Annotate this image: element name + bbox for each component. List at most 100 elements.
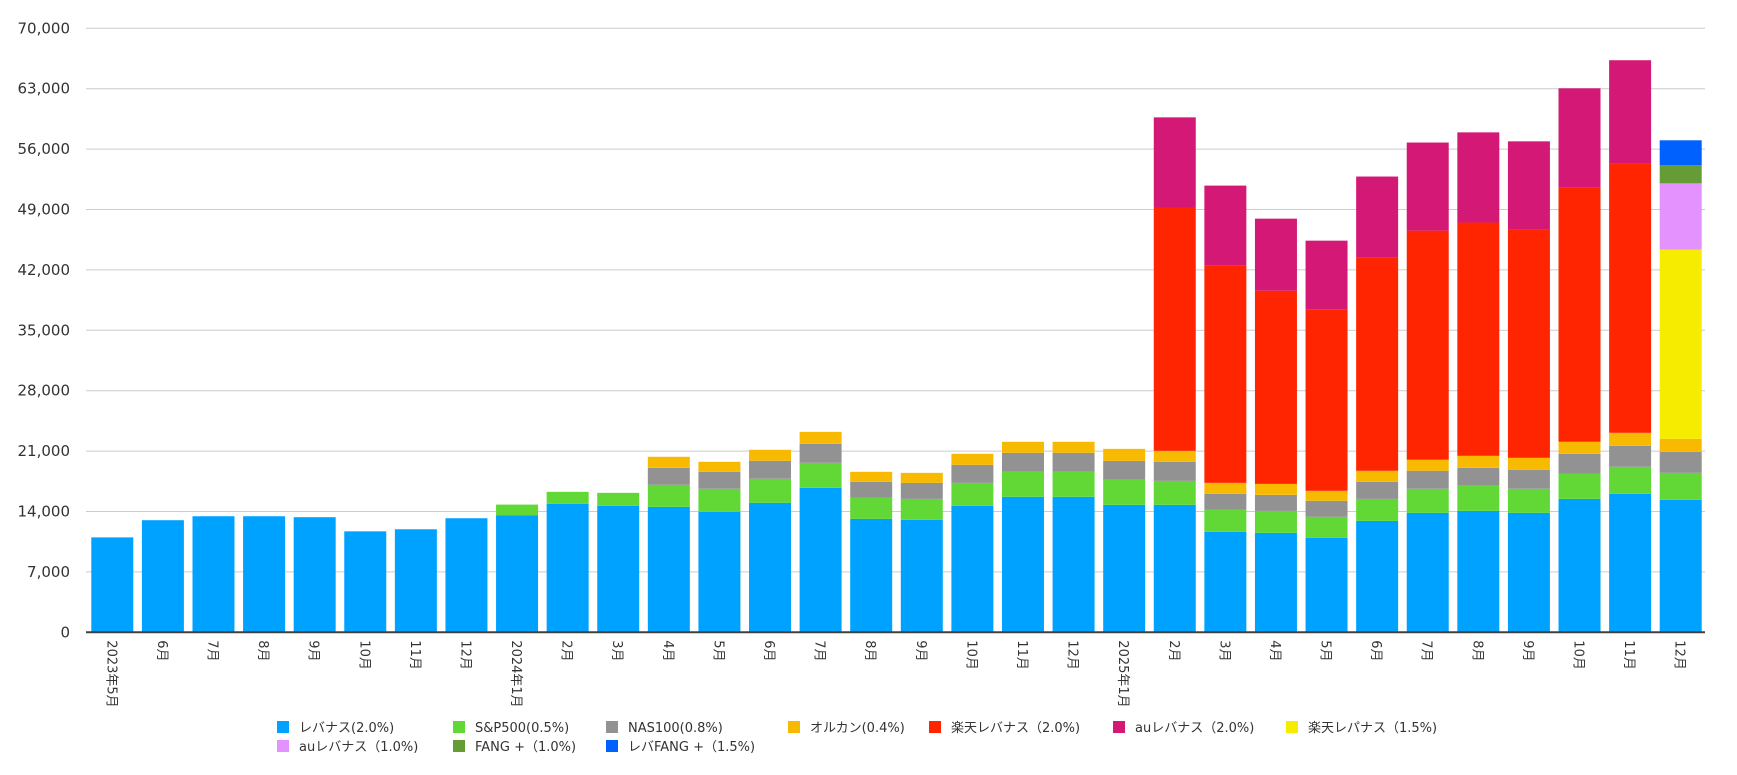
bar-segment (1659, 165, 1702, 184)
bar-segment (1558, 441, 1601, 454)
bar-segment (394, 529, 437, 633)
bar-stack (1001, 441, 1044, 633)
x-tick-label: 5月 (1318, 640, 1333, 661)
bar-segment (597, 492, 640, 506)
bar-segment (597, 505, 640, 633)
bar-segment (1001, 441, 1044, 453)
bar-stack (1558, 88, 1601, 633)
bar-segment (1659, 249, 1702, 439)
x-tick-label: 2月 (559, 640, 574, 661)
bar-segment (496, 504, 539, 516)
bar-segment (1254, 483, 1297, 495)
bar-segment (698, 511, 741, 633)
bar-stack (1305, 240, 1348, 633)
bar-segment (900, 498, 943, 520)
bar-stack (647, 456, 690, 633)
bar-segment (344, 531, 387, 633)
bar-stack (850, 471, 893, 633)
bar-segment (1153, 504, 1196, 633)
bar-segment (546, 491, 589, 504)
legend-item: S&P500(0.5%) (453, 721, 569, 736)
y-tick-label: 49,000 (18, 201, 71, 219)
y-tick-label: 7,000 (27, 563, 70, 581)
x-tick-label: 4月 (1267, 640, 1282, 661)
x-tick-label: 2024年1月 (508, 640, 523, 707)
x-tick-label: 2025年1月 (1115, 640, 1130, 707)
bar-segment (749, 449, 792, 461)
x-tick-label: 12月 (457, 640, 472, 670)
legend-label: 楽天レバナス（2.0%) (951, 720, 1080, 736)
bar-segment (1254, 494, 1297, 511)
bar-segment (445, 518, 488, 633)
bar-segment (1457, 510, 1500, 633)
bar-segment (1457, 467, 1500, 486)
legend-swatch (453, 721, 465, 733)
bars (91, 60, 1702, 633)
y-tick-label: 35,000 (18, 321, 71, 339)
bar-segment (243, 516, 286, 633)
bar-stack (546, 491, 589, 633)
legend-item: 楽天レパナス（1.5%) (1286, 720, 1437, 736)
bar-segment (496, 515, 539, 633)
x-tick-label: 4月 (660, 640, 675, 661)
bar-segment (293, 517, 336, 633)
bar-segment (1507, 457, 1550, 470)
bar-segment (749, 460, 792, 479)
bar-segment (1204, 509, 1247, 532)
bar-segment (749, 478, 792, 503)
bar-segment (1254, 510, 1297, 533)
bar-stack (951, 453, 994, 633)
bar-segment (799, 443, 842, 463)
y-tick-label: 42,000 (18, 261, 71, 279)
legend-swatch (606, 740, 618, 752)
bar-stack (1406, 142, 1449, 633)
bar-segment (1507, 469, 1550, 489)
bar-segment (951, 453, 994, 465)
x-tick-label: 11月 (407, 640, 422, 670)
bar-segment (1356, 481, 1399, 499)
bar-segment (1305, 537, 1348, 633)
bar-segment (647, 506, 690, 633)
y-tick-label: 21,000 (18, 442, 71, 460)
bar-segment (1254, 532, 1297, 633)
bar-segment (900, 482, 943, 499)
bar-segment (1558, 88, 1601, 188)
bar-stack (394, 529, 437, 633)
x-tick-label: 9月 (913, 640, 928, 661)
legend-label: オルカン(0.4%) (810, 721, 905, 736)
legend-swatch (277, 721, 289, 733)
bar-segment (1356, 470, 1399, 482)
bar-stack (91, 537, 134, 633)
legend-swatch (788, 721, 800, 733)
bar-segment (1457, 132, 1500, 223)
legend-swatch (453, 740, 465, 752)
bar-segment (1356, 176, 1399, 258)
bar-stack (141, 520, 184, 633)
legend: レバナス(2.0%) S&P500(0.5%) NAS100(0.8%) オルカン(0… (277, 720, 1437, 755)
y-tick-label: 63,000 (18, 80, 71, 98)
bar-segment (1659, 451, 1702, 473)
bar-stack (799, 431, 842, 633)
bar-stack (1153, 117, 1196, 633)
legend-swatch (929, 721, 941, 733)
bar-segment (1153, 480, 1196, 505)
bar-segment (1153, 461, 1196, 481)
bar-stack (749, 449, 792, 633)
legend-swatch (606, 721, 618, 733)
bar-segment (647, 484, 690, 507)
bar-segment (1406, 142, 1449, 231)
bar-segment (1659, 183, 1702, 250)
bar-segment (1052, 452, 1095, 472)
bar-segment (1558, 453, 1601, 474)
legend-label: 楽天レパナス（1.5%) (1308, 720, 1437, 736)
bar-segment (1254, 218, 1297, 291)
bar-segment (1659, 438, 1702, 452)
bar-segment (1609, 466, 1652, 494)
x-tick-label: 6月 (1368, 640, 1383, 661)
y-tick-label: 56,000 (18, 140, 71, 158)
bar-stack (1254, 218, 1297, 633)
bar-segment (1558, 498, 1601, 633)
bar-stack (1457, 132, 1500, 633)
bar-segment (749, 502, 792, 633)
